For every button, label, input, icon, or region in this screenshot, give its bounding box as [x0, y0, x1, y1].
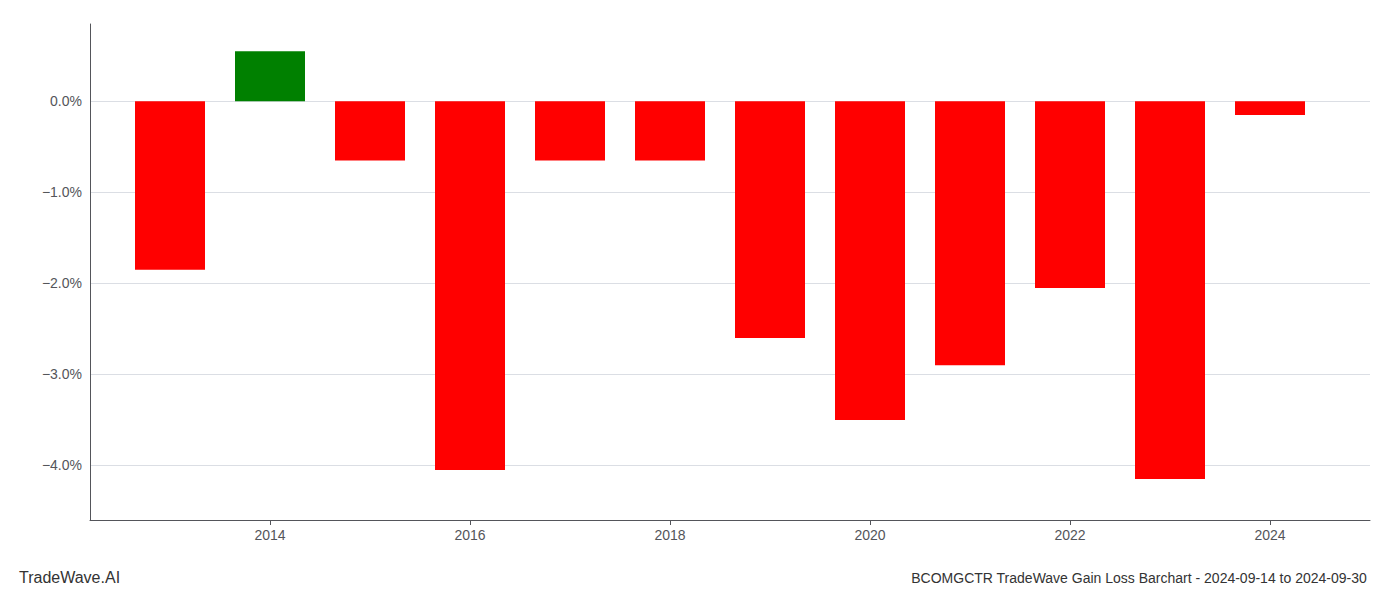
svg-text:−3.0%: −3.0% [42, 366, 82, 382]
svg-text:2024: 2024 [1254, 527, 1285, 543]
svg-text:2014: 2014 [254, 527, 285, 543]
svg-text:2018: 2018 [654, 527, 685, 543]
svg-text:−4.0%: −4.0% [42, 457, 82, 473]
svg-text:TradeWave.AI: TradeWave.AI [19, 569, 120, 586]
svg-text:−2.0%: −2.0% [42, 275, 82, 291]
svg-text:2016: 2016 [454, 527, 485, 543]
svg-text:−1.0%: −1.0% [42, 184, 82, 200]
svg-text:2020: 2020 [854, 527, 885, 543]
svg-text:2022: 2022 [1054, 527, 1085, 543]
svg-text:0.0%: 0.0% [50, 93, 82, 109]
svg-text:BCOMGCTR TradeWave Gain Loss B: BCOMGCTR TradeWave Gain Loss Barchart - … [911, 570, 1367, 586]
